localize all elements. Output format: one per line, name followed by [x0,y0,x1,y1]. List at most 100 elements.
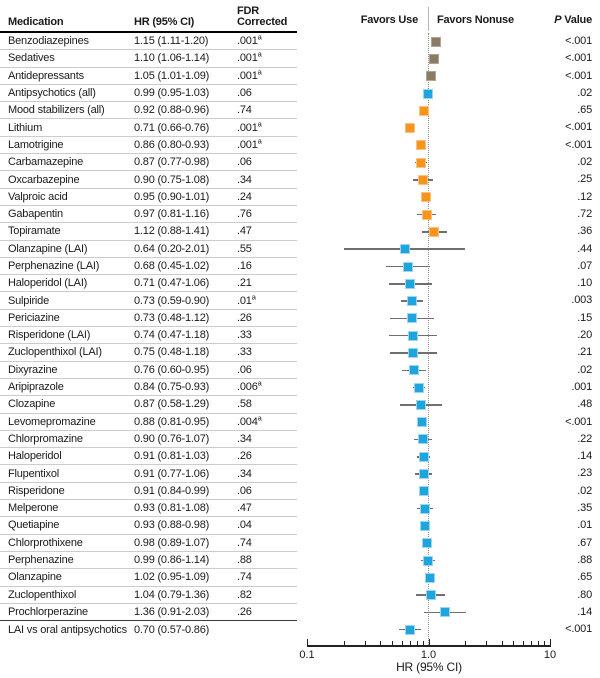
axis-minor-tick [544,641,546,645]
p-value: .10 [577,277,592,290]
hr-ci-value: 0.98 (0.89-1.07) [134,536,210,549]
table-row-left: Olanzapine 1.02 (0.95-1.09) .74 [0,569,297,587]
p-value: <.001 [565,415,592,428]
fdr-corrected-value: .16 [237,260,252,272]
hr-ci-value: 0.90 (0.76-1.07) [134,432,210,445]
medication-label: Topiramate [8,225,61,238]
fdr-corrected-value: .58 [237,398,252,411]
axis-minor-tick [409,641,411,645]
fdr-corrected-value: .24 [237,190,252,203]
hr-point-marker [424,572,435,583]
medication-label: Zuclopenthixol (LAI) [8,346,102,359]
table-row: Levomepromazine 0.88 (0.81-0.95) .004a <.00… [0,414,600,431]
table-row: Risperidone 0.91 (0.84-0.99) .06 .02 [0,483,600,501]
reference-line-hr1 [428,33,429,645]
p-value: .35 [577,502,592,515]
forest-plot-cell [297,292,560,309]
hr-point-marker [430,36,441,47]
medication-label: Olanzapine [8,571,62,584]
forest-plot-cell [297,85,560,102]
hr-ci-value: 1.05 (1.01-1.09) [134,69,210,82]
column-header-medication: Medication [8,16,64,28]
table-row: Quetiapine 0.93 (0.88-0.98) .04 .01 [0,517,600,535]
fdr-corrected-value: .82 [237,588,252,601]
table-row-left: Melperone 0.93 (0.81-1.08) .47 [0,500,297,518]
p-value: .44 [577,242,592,255]
hr-ci-value: 0.91 (0.77-1.06) [134,467,210,480]
fdr-line2: Corrected [237,16,288,28]
p-value: .02 [577,363,592,376]
hr-point-marker [418,469,429,480]
hr-point-marker [422,538,433,549]
forest-plot-cell [297,621,560,638]
medication-label: Sedatives [8,52,55,65]
medication-label: Periciazine [8,311,60,324]
column-header-fdr: FDR Corrected [237,6,297,31]
fdr-corrected-value: .001a [237,32,262,48]
axis-tick-label: 1.0 [420,649,437,661]
hr-point-marker [421,209,432,220]
table-row: Flupentixol 0.91 (0.77-1.06) .34 .23 [0,465,600,483]
fdr-footnote-marker: a [257,413,262,423]
forest-plot-cell [297,189,560,206]
table-row-left: Aripiprazole 0.84 (0.75-0.93) .006a [0,378,297,397]
fdr-corrected-value: .006a [237,378,262,394]
forest-plot-cell [297,465,560,482]
x-axis-title: HR (95% CI) [396,660,462,674]
axis-major-tick [550,639,551,645]
x-axis-line [307,645,551,647]
forest-plot-cell [297,310,560,327]
fdr-corrected-value: .001a [237,136,262,151]
medication-label: LAI vs oral antipsychotics [8,623,127,636]
table-row-left: Perphenazine (LAI) 0.68 (0.45-1.02) .16 [0,258,297,276]
hr-ci-value: 0.99 (0.95-1.03) [134,87,210,100]
p-value: <.001 [565,69,592,82]
table-row-left: Risperidone 0.91 (0.84-0.99) .06 [0,483,297,501]
p-value: .001 [571,380,592,393]
medication-label: Sulpiride [8,294,50,307]
medication-label: Antidepressants [8,69,84,82]
medication-label: Risperidone (LAI) [8,329,91,342]
fdr-corrected-value: .001a [237,118,262,134]
fdr-corrected-value: .47 [237,502,252,515]
table-row-left: Prochlorperazine 1.36 (0.91-2.03) .26 [0,604,297,622]
fdr-footnote-marker: a [257,118,262,128]
hr-point-marker [422,555,433,566]
p-value: .20 [577,329,592,342]
axis-minor-tick [343,641,345,645]
hr-ci-value: 0.68 (0.45-1.02) [134,260,210,272]
column-header-hr: HR (95% CI) [134,16,195,28]
table-row: LAI vs oral antipsychotics 0.70 (0.57-0.8… [0,621,600,638]
p-value: .65 [577,104,592,117]
hr-ci-value: 1.12 (0.88-1.41) [134,225,210,238]
fdr-corrected-value: .06 [237,363,252,376]
table-row-left: Topiramate 1.12 (0.88-1.41) .47 [0,223,297,241]
medication-label: Chlorprothixene [8,536,83,549]
fdr-corrected-value: .74 [237,536,252,549]
hr-point-marker [405,123,416,134]
p-value: .14 [577,450,592,463]
table-row-left: Oxcarbazepine 0.90 (0.75-1.08) .34 [0,171,297,189]
forest-plot-cell [297,552,560,569]
fdr-footnote-marker: a [257,67,262,77]
medication-label: Oxcarbazepine [8,173,80,186]
p-value: .21 [577,346,592,359]
medication-label: Prochlorperazine [8,605,88,618]
hr-point-marker [425,590,436,601]
hr-point-marker [403,261,414,272]
table-row-left: Haloperidol (LAI) 0.71 (0.47-1.06) .21 [0,275,297,293]
medication-label: Mood stabilizers (all) [8,104,105,117]
table-row-left: Flupentixol 0.91 (0.77-1.06) .34 [0,465,297,483]
medication-label: Perphenazine (LAI) [8,260,100,272]
table-row: Valproic acid 0.95 (0.90-1.01) .24 .12 [0,189,600,206]
p-value: .25 [577,173,592,186]
table-row-left: Mood stabilizers (all) 0.92 (0.88-0.96) .7… [0,102,297,120]
hr-ci-value: 0.73 (0.48-1.12) [134,311,210,324]
table-row: Sedatives 1.10 (1.06-1.14) .001a <.001 [0,50,600,68]
p-value: .14 [577,605,592,618]
table-row: Olanzapine 1.02 (0.95-1.09) .74 .65 [0,569,600,587]
medication-label: Valproic acid [8,190,68,203]
axis-minor-tick [531,641,533,645]
fdr-footnote-marker: a [257,378,262,388]
fdr-corrected-value: .26 [237,311,252,324]
